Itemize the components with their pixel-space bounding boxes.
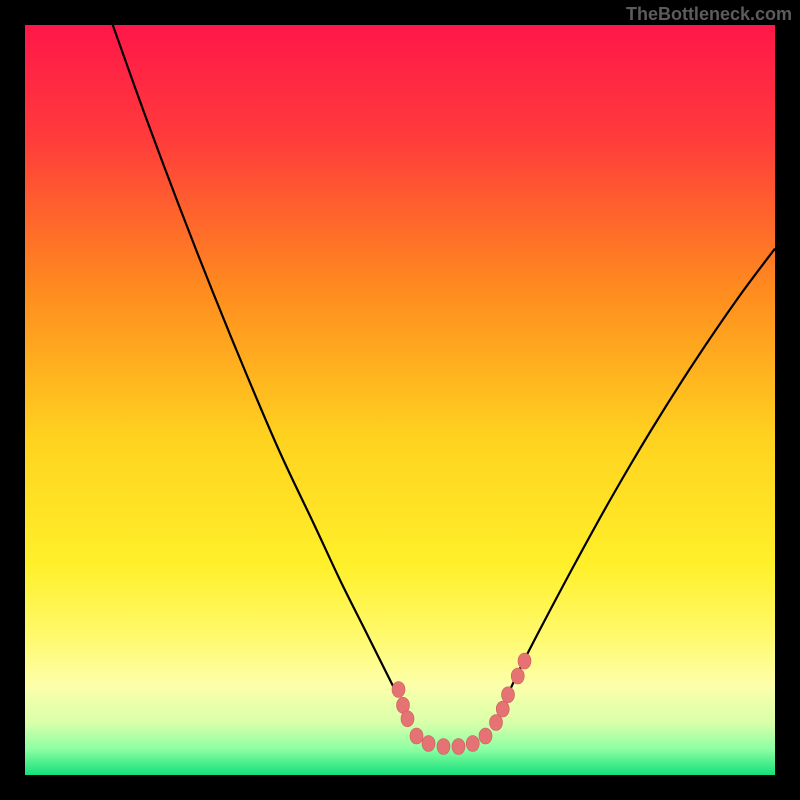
marker-dot — [496, 701, 509, 717]
gradient-background — [25, 25, 775, 775]
marker-dot — [422, 736, 435, 752]
marker-dot — [466, 736, 479, 752]
plot-area — [25, 25, 775, 775]
marker-dot — [490, 715, 503, 731]
marker-dot — [437, 739, 450, 755]
marker-dot — [502, 687, 515, 703]
marker-dot — [511, 668, 524, 684]
marker-dot — [479, 728, 492, 744]
marker-dot — [392, 682, 405, 698]
watermark-text: TheBottleneck.com — [626, 4, 792, 25]
marker-dot — [410, 728, 423, 744]
bottleneck-chart — [25, 25, 775, 775]
chart-container: TheBottleneck.com — [0, 0, 800, 800]
marker-dot — [518, 653, 531, 669]
marker-dot — [401, 711, 414, 727]
marker-dot — [452, 739, 465, 755]
